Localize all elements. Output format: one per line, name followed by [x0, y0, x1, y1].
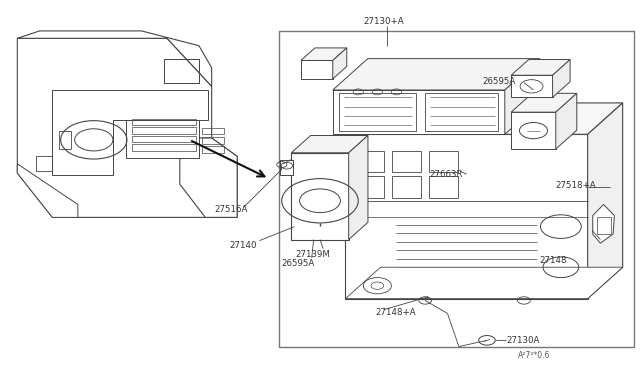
Polygon shape — [346, 103, 623, 134]
Text: 27140: 27140 — [230, 241, 257, 250]
Polygon shape — [511, 60, 570, 75]
Polygon shape — [278, 31, 634, 347]
Polygon shape — [349, 135, 368, 240]
Text: 26595A: 26595A — [483, 77, 516, 86]
Text: 27139M: 27139M — [296, 250, 331, 259]
Text: 27516A: 27516A — [215, 205, 248, 215]
Polygon shape — [301, 61, 333, 79]
Text: A²7²*0.6: A²7²*0.6 — [518, 351, 550, 360]
Polygon shape — [280, 160, 293, 175]
Polygon shape — [552, 60, 570, 97]
Polygon shape — [588, 103, 623, 299]
Text: 27130+A: 27130+A — [364, 17, 404, 26]
Polygon shape — [511, 75, 552, 97]
Polygon shape — [593, 205, 614, 243]
Polygon shape — [180, 138, 237, 217]
Polygon shape — [556, 93, 577, 149]
Polygon shape — [291, 153, 349, 240]
Polygon shape — [125, 119, 199, 158]
Text: 26595A: 26595A — [282, 259, 315, 268]
Polygon shape — [291, 135, 368, 153]
Polygon shape — [511, 93, 577, 112]
Polygon shape — [333, 59, 540, 90]
Polygon shape — [505, 59, 540, 134]
Text: 27663R: 27663R — [429, 170, 463, 179]
Polygon shape — [511, 112, 556, 149]
Text: 27148: 27148 — [540, 256, 567, 266]
Polygon shape — [17, 38, 237, 217]
Polygon shape — [52, 90, 209, 175]
Polygon shape — [17, 31, 212, 86]
Text: 27148+A: 27148+A — [376, 308, 416, 317]
Polygon shape — [333, 90, 505, 134]
Text: 27518+A: 27518+A — [556, 182, 596, 190]
Polygon shape — [333, 48, 347, 79]
Polygon shape — [301, 48, 347, 61]
Text: 27130A: 27130A — [507, 336, 540, 345]
Polygon shape — [17, 164, 78, 217]
Polygon shape — [346, 267, 623, 299]
Polygon shape — [346, 134, 588, 299]
